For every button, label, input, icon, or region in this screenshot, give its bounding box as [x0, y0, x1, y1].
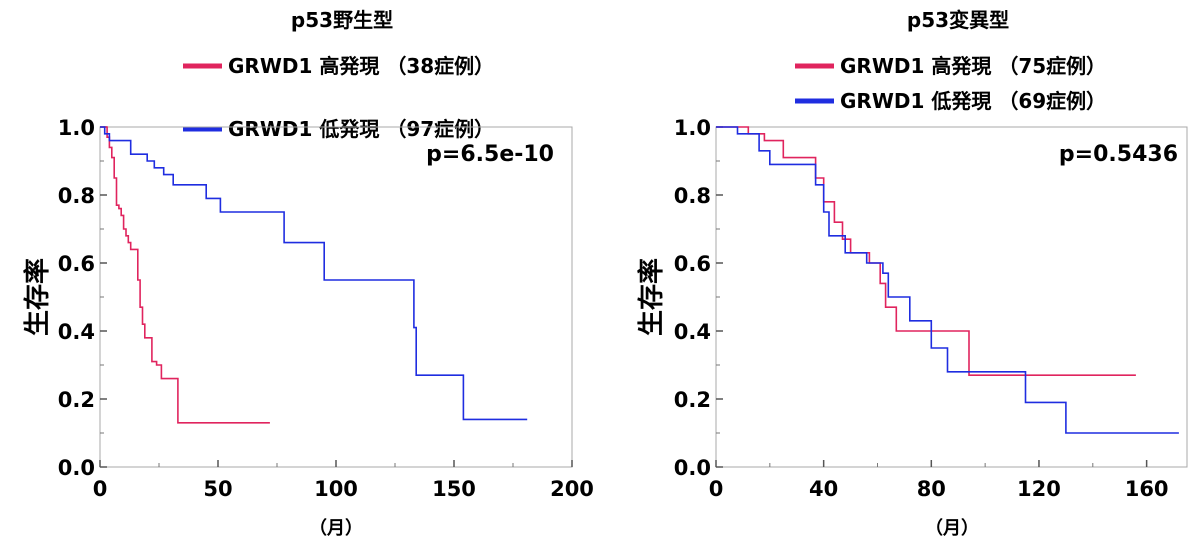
- y-tick-label: 0.2: [58, 388, 95, 412]
- x-tick-label: 40: [809, 477, 838, 501]
- series-line-low: [100, 126, 528, 421]
- p-value-annotation: p=0.5436: [1059, 142, 1178, 167]
- legend-label-high: GRWD1 高発現 （38症例）: [228, 54, 494, 78]
- y-axis-label: 生存率: [636, 258, 667, 336]
- x-tick-label: 120: [1017, 477, 1061, 501]
- chart-panel-wildtype: p53野生型 GRWD1 高発現 （38症例） GRWD1 低発現 （97症例）…: [22, 8, 594, 539]
- y-tick-label: 1.0: [58, 116, 95, 140]
- p-value-annotation: p=6.5e-10: [426, 142, 554, 167]
- series-line-high: [716, 126, 1136, 376]
- series-group: [100, 126, 528, 424]
- axis-ticks: 0.0 0.2 0.4 0.6 0.8 1.0 0 50 100 150 200: [58, 116, 594, 501]
- axis-ticks: 0.0 0.2 0.4 0.6 0.8 1.0 0 40 80 120 160: [674, 116, 1169, 501]
- x-axis-label: （月）: [925, 518, 979, 539]
- plot-frame: [99, 126, 573, 468]
- y-tick-label: 0.8: [58, 184, 95, 208]
- x-tick-label: 100: [314, 477, 358, 501]
- y-tick-label: 0.8: [674, 184, 711, 208]
- chart-title: p53変異型: [907, 8, 1009, 32]
- y-tick-label: 0.0: [674, 456, 711, 480]
- x-tick-label: 0: [93, 477, 108, 501]
- series-line-high: [100, 126, 270, 424]
- y-axis-label: 生存率: [22, 258, 53, 336]
- y-tick-label: 0.4: [58, 320, 95, 344]
- plot-frame: [715, 126, 1188, 468]
- chart-title: p53野生型: [291, 8, 393, 32]
- x-tick-label: 80: [917, 477, 946, 501]
- series-group: [716, 126, 1179, 434]
- legend-label-low: GRWD1 低発現 （69症例）: [840, 89, 1106, 113]
- x-tick-label: 50: [203, 477, 232, 501]
- x-tick-label: 160: [1125, 477, 1169, 501]
- y-tick-label: 0.4: [674, 320, 711, 344]
- chart-panel-mutant: p53変異型 GRWD1 高発現 （75症例） GRWD1 低発現 （69症例）…: [636, 8, 1188, 539]
- legend-label-high: GRWD1 高発現 （75症例）: [840, 54, 1106, 78]
- y-tick-label: 0.2: [674, 388, 711, 412]
- y-tick-label: 0.6: [58, 252, 95, 276]
- y-tick-label: 0.6: [674, 252, 711, 276]
- x-tick-label: 0: [709, 477, 724, 501]
- x-axis-label: （月）: [309, 518, 363, 539]
- legend-label-low: GRWD1 低発現 （97症例）: [228, 117, 494, 141]
- series-line-low: [716, 126, 1179, 434]
- x-tick-label: 200: [550, 477, 594, 501]
- y-tick-label: 1.0: [674, 116, 711, 140]
- x-tick-label: 150: [432, 477, 476, 501]
- y-tick-label: 0.0: [58, 456, 95, 480]
